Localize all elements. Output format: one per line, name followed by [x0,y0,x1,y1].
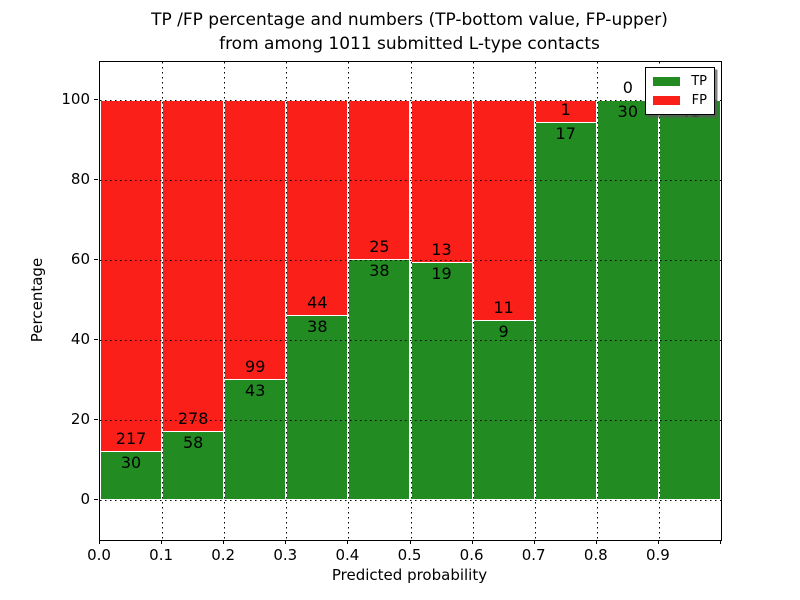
bar-segment-tp [534,122,597,500]
y-tick-mark [94,339,98,340]
x-tick-mark [99,540,100,544]
bar-label-tp-count: 30 [617,102,639,121]
bar-label-fp-count: 1 [560,100,571,120]
x-tick-label: 0.4 [335,546,360,564]
x-tick-mark [285,540,287,544]
bar-label-fp-count: 99 [245,356,266,376]
bar-label-fp-count: 13 [431,240,452,260]
y-tick-label: 20 [70,410,90,428]
bar-segment-tp [658,100,721,500]
v-gridline [596,62,598,540]
y-tick-mark [94,419,98,420]
x-tick-mark [223,540,225,544]
x-tick-label: 0.3 [273,546,298,564]
y-tick-label: 60 [70,250,90,268]
x-tick-label: 0.2 [211,546,236,564]
v-gridline [348,62,350,540]
y-tick-mark [94,259,98,260]
bar-label-tp-count: 43 [245,380,266,400]
v-gridline [472,62,474,540]
legend-label-tp: TP [691,74,707,89]
bar-segment-fp [286,100,349,315]
v-gridline [224,62,226,540]
bar-segment-fp [162,100,225,431]
x-axis-label: Predicted probability [331,566,488,584]
legend-label-fp: FP [691,93,707,108]
bar-label-fp-count: 11 [493,298,514,317]
plot-area: 2173027858994344382538131911911703041 TP… [99,61,722,541]
x-tick-label: 0.6 [459,546,484,564]
v-gridline [534,62,536,540]
y-tick-mark [94,499,98,500]
bar-label-fp-count: 25 [369,236,390,256]
bar-label-tp-count: 38 [307,316,328,336]
bar-label-tp-count: 58 [182,432,204,452]
v-gridline [162,62,164,540]
bar-label-fp-count: 44 [307,292,328,312]
bar-label-tp-count: 17 [555,124,576,144]
chart-title-line2: from among 1011 submitted L-type contact… [219,34,600,54]
x-tick-label: 0.0 [87,546,111,564]
legend: TP FP [645,67,715,115]
bar-segment-tp [472,320,535,500]
y-tick-label: 0 [80,490,90,508]
tp-color-swatch [653,77,680,86]
x-tick-mark [347,540,349,544]
v-gridline [410,62,412,540]
bar-segment-fp [410,100,473,263]
y-tick-label: 40 [70,330,90,348]
legend-entry-fp: FP [653,91,709,110]
v-gridline [658,62,660,540]
y-tick-label: 100 [61,90,90,108]
x-tick-label: 0.8 [583,546,608,564]
v-gridline [286,62,288,540]
x-tick-mark [595,540,597,544]
x-tick-mark [533,540,535,544]
bar-segment-tp [286,314,349,500]
chart-title-line1: TP /FP percentage and numbers (TP-bottom… [151,10,668,30]
chart-title: TP /FP percentage and numbers (TP-bottom… [99,8,720,56]
bar-label-tp-count: 38 [369,260,390,280]
bar-segment-tp [410,262,473,500]
bar-segment-tp [596,100,659,500]
bar-label-tp-count: 19 [431,264,452,284]
x-tick-label: 0.1 [149,546,174,564]
legend-entry-tp: TP [653,72,709,91]
bar-segment-fp [472,100,535,320]
y-tick-mark [94,99,98,100]
x-tick-mark [409,540,411,544]
y-tick-mark [94,179,98,180]
x-tick-mark [720,540,721,544]
x-tick-mark [471,540,473,544]
bar-label-fp-count: 217 [115,429,147,449]
fp-color-swatch [653,96,680,105]
x-tick-mark [657,540,659,544]
bar-segment-fp [100,100,163,452]
bar-label-fp-count: 0 [622,78,633,97]
bar-segment-tp [224,378,287,500]
bar-label-tp-count: 30 [120,453,142,473]
x-tick-label: 0.9 [645,546,670,564]
bar-label-tp-count: 9 [498,322,509,341]
x-tick-mark [161,540,163,544]
bar-segment-tp [100,451,163,500]
bar-segment-fp [224,100,287,379]
bar-label-fp-count: 278 [177,408,209,428]
y-tick-label: 80 [70,170,90,188]
x-tick-label: 0.7 [521,546,546,564]
x-tick-label: 0.5 [397,546,422,564]
bar-segment-tp [348,258,411,500]
